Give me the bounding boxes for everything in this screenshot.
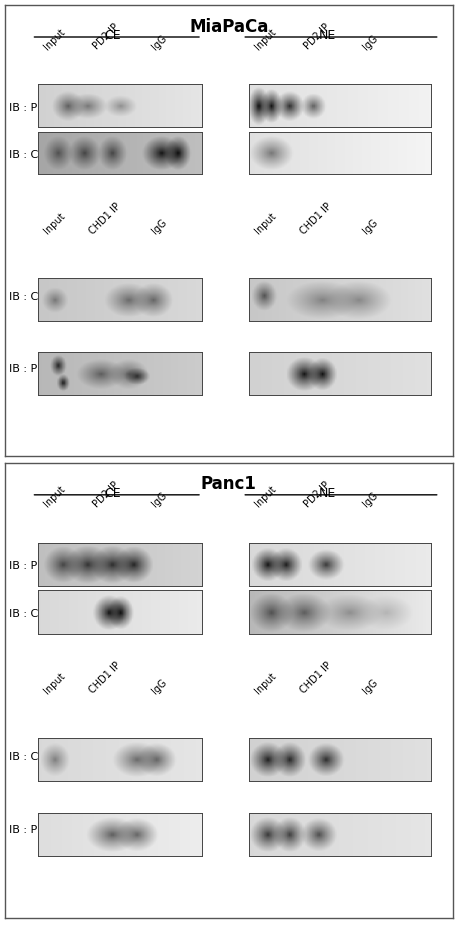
Text: PD2 IP: PD2 IP bbox=[302, 22, 331, 51]
Text: NE: NE bbox=[318, 29, 336, 42]
Text: CHD1 IP: CHD1 IP bbox=[297, 200, 333, 235]
Text: IgG: IgG bbox=[150, 217, 168, 235]
Text: Input: Input bbox=[42, 210, 67, 235]
Text: Input: Input bbox=[42, 670, 67, 695]
Text: Input: Input bbox=[252, 670, 278, 695]
Text: Input: Input bbox=[42, 484, 67, 509]
Text: IB : PD2: IB : PD2 bbox=[9, 363, 53, 374]
Text: MiaPaCa: MiaPaCa bbox=[189, 18, 268, 36]
Text: IgG: IgG bbox=[150, 490, 168, 509]
Text: PD2 IP: PD2 IP bbox=[91, 22, 121, 51]
Text: IgG: IgG bbox=[360, 677, 379, 695]
Text: Panc1: Panc1 bbox=[201, 475, 256, 493]
Text: IB : PD2: IB : PD2 bbox=[9, 103, 53, 113]
Text: Input: Input bbox=[42, 26, 67, 51]
Text: NE: NE bbox=[318, 486, 336, 500]
Text: IB : PD2: IB : PD2 bbox=[9, 561, 53, 571]
Text: PD2 IP: PD2 IP bbox=[302, 479, 331, 509]
Text: IgG: IgG bbox=[360, 217, 379, 235]
Text: CHD1 IP: CHD1 IP bbox=[87, 660, 122, 695]
Text: Input: Input bbox=[252, 26, 278, 51]
Text: IB : CHD1: IB : CHD1 bbox=[9, 150, 62, 159]
Text: IB : CHD1: IB : CHD1 bbox=[9, 752, 62, 761]
Text: IgG: IgG bbox=[360, 490, 379, 509]
Text: IgG: IgG bbox=[150, 677, 168, 695]
Text: IB : PD2: IB : PD2 bbox=[9, 824, 53, 834]
Text: CE: CE bbox=[104, 486, 120, 500]
Text: IgG: IgG bbox=[360, 32, 379, 51]
Text: PD2 IP: PD2 IP bbox=[91, 479, 121, 509]
Text: Input: Input bbox=[252, 210, 278, 235]
Text: IgG: IgG bbox=[150, 32, 168, 51]
Text: CE: CE bbox=[104, 29, 120, 42]
Text: Input: Input bbox=[252, 484, 278, 509]
Text: IB : CHD1: IB : CHD1 bbox=[9, 608, 62, 618]
Text: CHD1 IP: CHD1 IP bbox=[297, 660, 333, 695]
Text: CHD1 IP: CHD1 IP bbox=[87, 200, 122, 235]
Text: IB : CHD1: IB : CHD1 bbox=[9, 291, 62, 301]
